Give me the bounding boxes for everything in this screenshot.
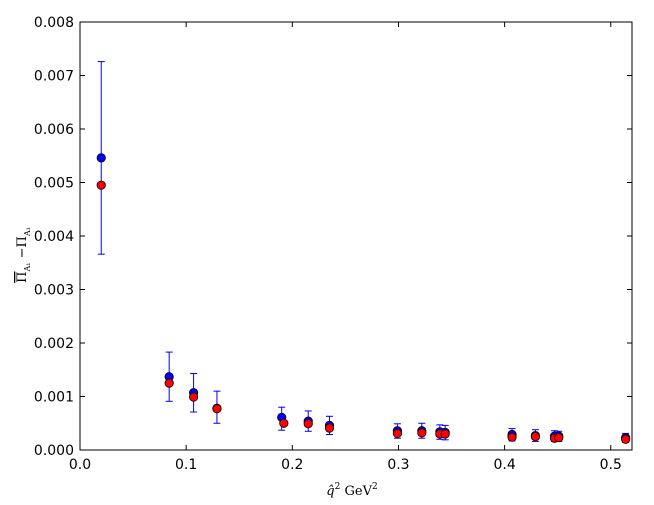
red-point (279, 418, 289, 428)
red-point (212, 404, 222, 414)
x-tick-label: 0.5 (600, 457, 622, 473)
plot-border (79, 21, 633, 451)
y-tick-label: 0.007 (34, 69, 74, 85)
red-point (324, 423, 335, 433)
x-tick-label: 0.0 (69, 457, 91, 473)
y-tick-label: 0.001 (34, 390, 74, 406)
blue-point (96, 153, 106, 163)
red-point (621, 434, 631, 444)
red-point (417, 428, 427, 438)
y-axis-label: ΠA₁ −ΠA₁ (15, 227, 32, 283)
plot-area (79, 21, 633, 451)
data-points (96, 153, 631, 444)
y-tick-label: 0.005 (34, 176, 74, 192)
error-bars (97, 61, 630, 444)
x-tick-label: 0.2 (281, 457, 303, 473)
y-tick-label: 0.000 (34, 443, 74, 459)
y-tick-label: 0.003 (34, 283, 74, 299)
red-point (96, 180, 106, 190)
red-point (507, 432, 517, 442)
x-axis-ticks: 0.0 0.1 0.2 0.3 0.4 0.5 (69, 22, 622, 473)
y-tick-label: 0.004 (34, 229, 74, 245)
red-point (164, 378, 174, 388)
x-axis-label: q̂2 GeV2 (326, 482, 377, 499)
y-axis-ticks: 0.000 0.001 0.002 0.003 0.004 0.005 0.006 0.007… (34, 15, 632, 459)
red-point (188, 392, 199, 402)
x-tick-label: 0.3 (387, 457, 409, 473)
red-point (440, 429, 450, 439)
y-tick-label: 0.002 (34, 336, 74, 352)
y-tick-label: 0.006 (34, 122, 74, 138)
red-point (303, 419, 313, 429)
red-point (554, 433, 564, 443)
x-tick-label: 0.1 (175, 457, 197, 473)
y-tick-label: 0.008 (34, 15, 74, 31)
red-point (530, 432, 541, 442)
x-tick-label: 0.4 (493, 457, 515, 473)
red-point (392, 428, 402, 439)
